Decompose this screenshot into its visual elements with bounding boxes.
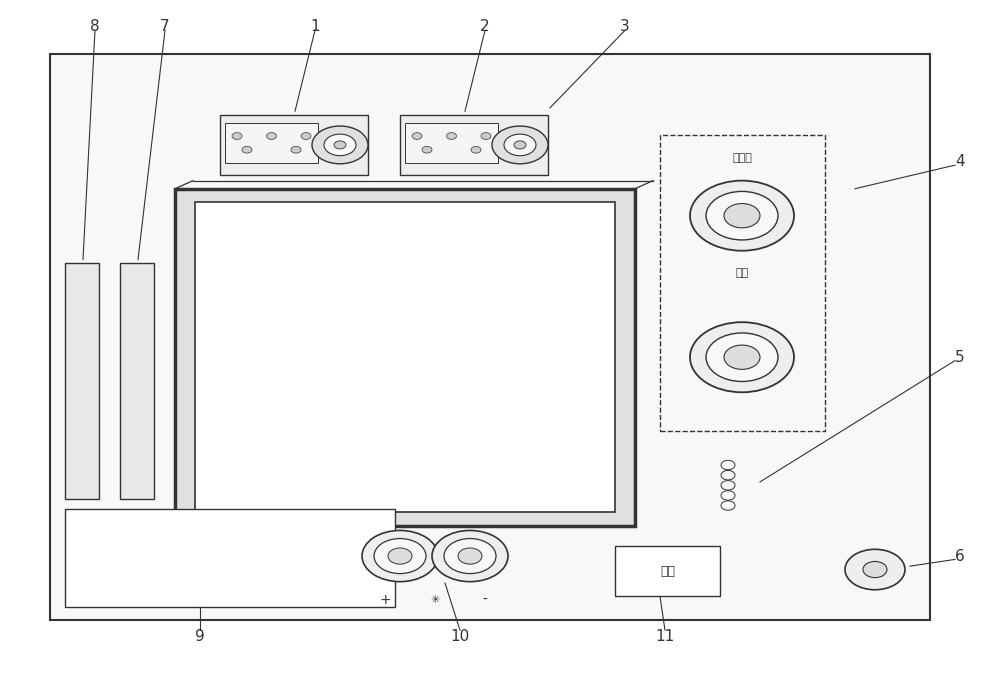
Text: 初始化: 初始化 — [733, 154, 752, 163]
Circle shape — [388, 548, 412, 564]
Text: 10: 10 — [450, 630, 470, 644]
Circle shape — [301, 133, 311, 140]
Circle shape — [412, 133, 422, 140]
Bar — [50, 54, 930, 620]
Circle shape — [446, 133, 456, 140]
Circle shape — [291, 146, 301, 153]
Circle shape — [690, 322, 794, 392]
Text: 3: 3 — [620, 20, 630, 34]
Text: -: - — [483, 593, 487, 607]
Bar — [400, 115, 548, 175]
Text: ✳: ✳ — [430, 595, 440, 605]
Circle shape — [324, 134, 356, 156]
Circle shape — [724, 204, 760, 228]
Circle shape — [471, 146, 481, 153]
Circle shape — [266, 133, 276, 140]
Circle shape — [362, 530, 438, 582]
Circle shape — [432, 530, 508, 582]
Bar — [405, 123, 498, 163]
Text: +: + — [379, 593, 391, 607]
Bar — [225, 123, 318, 163]
Text: 5: 5 — [955, 350, 965, 365]
Bar — [65, 263, 99, 499]
Circle shape — [690, 181, 794, 251]
Text: 开关: 开关 — [660, 565, 675, 578]
Bar — [615, 546, 720, 596]
Circle shape — [724, 345, 760, 369]
Text: 1: 1 — [310, 20, 320, 34]
Circle shape — [444, 539, 496, 574]
Circle shape — [242, 146, 252, 153]
Circle shape — [422, 146, 432, 153]
Text: 4: 4 — [955, 154, 965, 169]
Circle shape — [504, 134, 536, 156]
Text: 2: 2 — [480, 20, 490, 34]
Bar — [220, 115, 368, 175]
Circle shape — [706, 191, 778, 240]
Bar — [175, 189, 635, 526]
Circle shape — [706, 333, 778, 381]
Bar — [195, 202, 615, 512]
Bar — [120, 263, 154, 499]
Text: 11: 11 — [655, 630, 675, 644]
Circle shape — [845, 549, 905, 590]
Text: 7: 7 — [160, 20, 170, 34]
Circle shape — [232, 133, 242, 140]
Circle shape — [514, 141, 526, 149]
Circle shape — [481, 133, 491, 140]
Circle shape — [334, 141, 346, 149]
Bar — [65, 509, 395, 607]
Circle shape — [374, 539, 426, 574]
Text: 8: 8 — [90, 20, 100, 34]
Circle shape — [312, 126, 368, 164]
Circle shape — [492, 126, 548, 164]
Text: 自检: 自检 — [736, 268, 749, 278]
Text: 9: 9 — [195, 630, 205, 644]
Bar — [660, 135, 825, 431]
Text: 6: 6 — [955, 549, 965, 563]
Circle shape — [863, 561, 887, 578]
Circle shape — [458, 548, 482, 564]
